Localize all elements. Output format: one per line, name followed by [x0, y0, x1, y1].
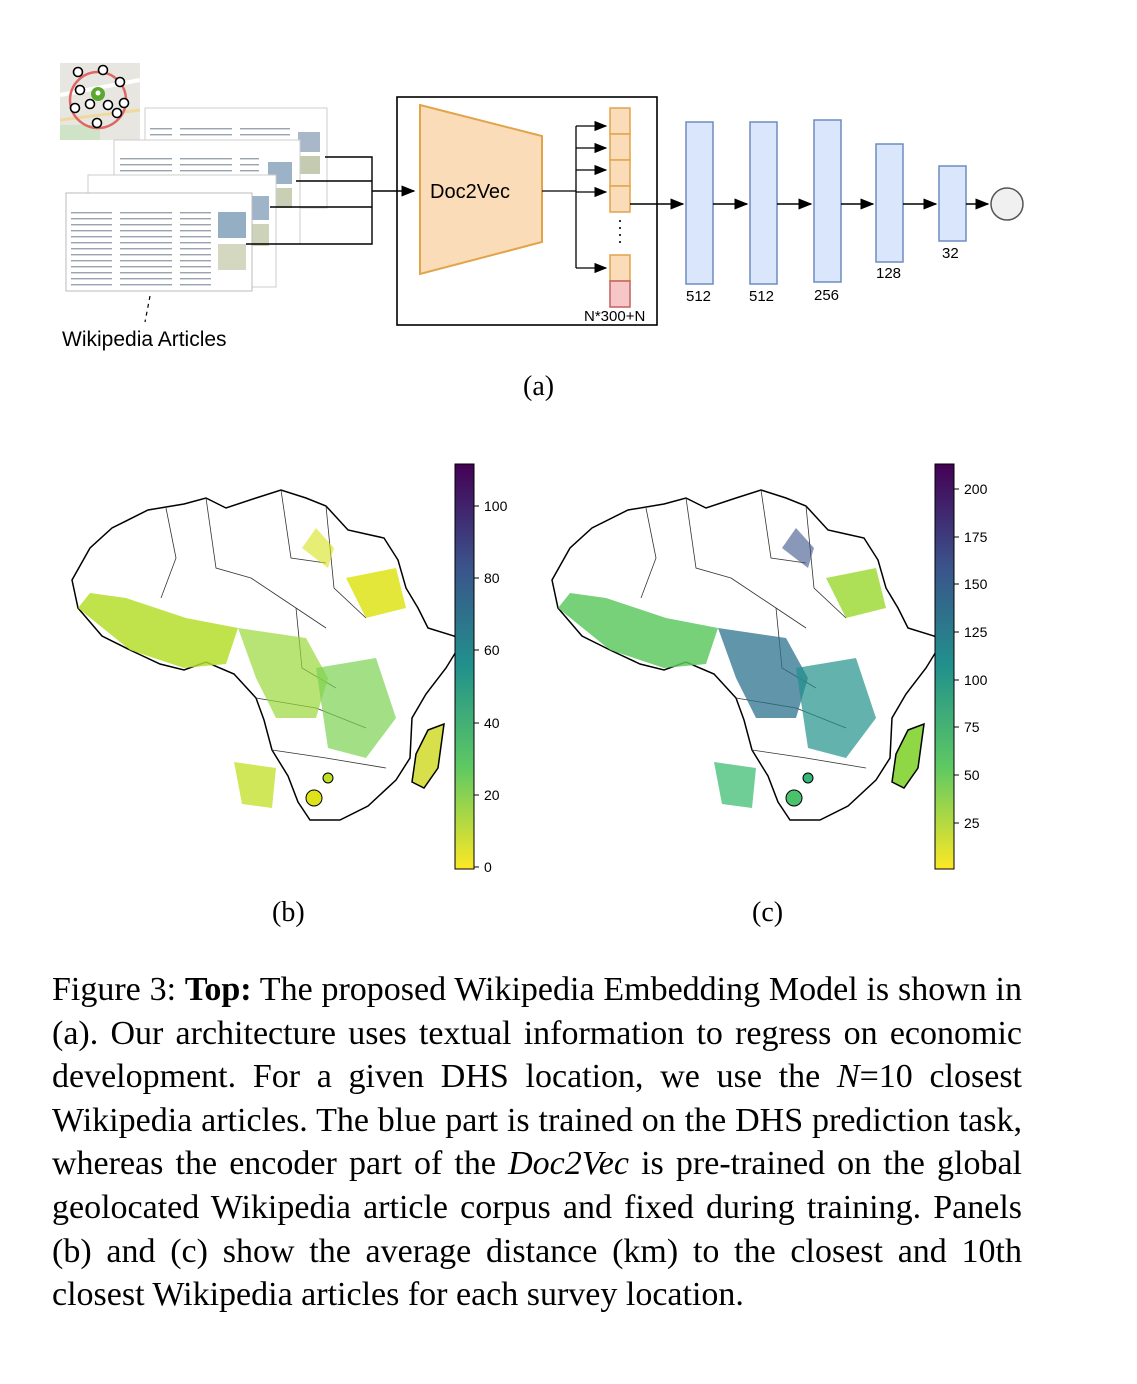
doc2vec-encoder [419, 103, 543, 276]
input-connectors [246, 156, 416, 245]
layer-size-label: 128 [876, 265, 901, 282]
dense-layers [685, 119, 967, 285]
wikipedia-articles-label: Wikipedia Articles [62, 328, 227, 351]
embedding-size-label: N*300+N [584, 308, 645, 325]
map-b [71, 489, 463, 821]
colorbar-tick-label: 60 [484, 642, 500, 658]
output-node [990, 187, 1024, 221]
layer-size-label: 512 [686, 288, 711, 305]
colorbar-tick-label: 40 [484, 715, 500, 731]
colorbar-tick-label: 150 [964, 576, 988, 592]
embedding-vector [609, 107, 631, 308]
caption-doc2vec: Doc2Vec [508, 1145, 629, 1183]
colorbar-tick-label: 200 [964, 481, 988, 497]
colorbar-c: 25 50 75 100 125 150 175 200 [934, 463, 988, 870]
encoder-fanout [542, 120, 608, 274]
architecture-diagram: Wikipedia Articles Doc2Vec N*300+N 512 5… [59, 63, 1024, 402]
dense-layer-5 [938, 165, 967, 242]
colorbar-tick-label: 175 [964, 529, 988, 545]
layer-size-label: 256 [814, 287, 839, 304]
colorbar-tick-label: 100 [964, 672, 988, 688]
dense-layer-4 [875, 143, 904, 263]
layer-size-label: 32 [942, 245, 959, 262]
caption-prefix: Figure 3: [52, 971, 185, 1008]
panel-label-b: (b) [272, 897, 305, 928]
maps-figure: 0 20 40 60 80 100 [71, 463, 988, 928]
panel-label-c: (c) [752, 897, 783, 928]
colorbar-tick-label: 80 [484, 570, 500, 586]
caption-text: =10 closest Wikipedia articles. The blue… [52, 1058, 1022, 1183]
caption-bold-lead: Top: [184, 971, 252, 1008]
figure-caption: Figure 3: Top: The proposed Wikipedia Em… [52, 968, 1022, 1317]
colorbar-tick-label: 20 [484, 787, 500, 803]
colorbar-tick-label: 125 [964, 624, 988, 640]
colorbar-tick-label: 75 [964, 719, 980, 735]
caption-text: is pre-trained on the global geolocated … [52, 1145, 1022, 1314]
wikipedia-article-pages [65, 107, 328, 323]
dense-layer-1 [685, 121, 714, 285]
colorbar-b: 0 20 40 60 80 100 [454, 463, 508, 875]
colorbar-tick-label: 0 [484, 859, 492, 875]
colorbar-tick-label: 50 [964, 767, 980, 783]
colorbar-tick-label: 25 [964, 815, 980, 831]
dense-layer-3 [813, 119, 842, 283]
dense-layer-2 [749, 121, 778, 285]
map-c [551, 489, 943, 821]
embedding-module-box [396, 96, 658, 326]
panel-label-a: (a) [523, 371, 554, 402]
caption-n-symbol: N [836, 1058, 860, 1096]
map-thumbnail [59, 63, 141, 140]
layer-size-label: 512 [749, 288, 774, 305]
caption-text: The proposed Wikipedia Embedding Model i… [52, 971, 1022, 1096]
doc2vec-label: Doc2Vec [430, 181, 510, 203]
colorbar-tick-label: 100 [484, 498, 508, 514]
